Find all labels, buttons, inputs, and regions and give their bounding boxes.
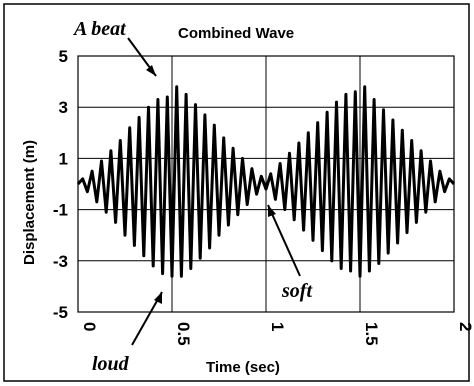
y-axis-ticks: 5 3 1 -1 -3 -5 [53, 47, 68, 322]
annotation-soft: soft [281, 280, 313, 302]
y-tick-label: -1 [53, 201, 68, 220]
y-tick-label: 3 [59, 98, 68, 117]
arrowhead-loud [154, 292, 162, 304]
x-tick-label: 2 [456, 322, 474, 331]
x-tick-label: 0 [80, 322, 99, 331]
annotation-loud: loud [92, 353, 130, 375]
arrowhead-a-beat [146, 65, 156, 76]
x-tick-label: 1.5 [362, 322, 381, 346]
y-tick-label: -3 [53, 252, 68, 271]
y-tick-label: 5 [59, 47, 68, 66]
arrow-soft [267, 204, 301, 277]
annotations: A beat loud soft [72, 18, 313, 375]
arrowhead-soft [268, 205, 276, 217]
x-tick-label: 1 [268, 322, 287, 331]
y-tick-label: 1 [59, 149, 68, 168]
x-axis-label: Time (sec) [206, 359, 280, 376]
x-axis-ticks: 0 0.5 1 1.5 2 [80, 322, 474, 346]
x-tick-label: 0.5 [174, 322, 193, 346]
annotation-a-beat: A beat [72, 18, 127, 40]
y-tick-label: -5 [53, 303, 68, 322]
y-axis-label: Displacement (m) [21, 140, 38, 265]
chart-title: Combined Wave [178, 25, 294, 42]
combined-wave-line [76, 85, 456, 278]
